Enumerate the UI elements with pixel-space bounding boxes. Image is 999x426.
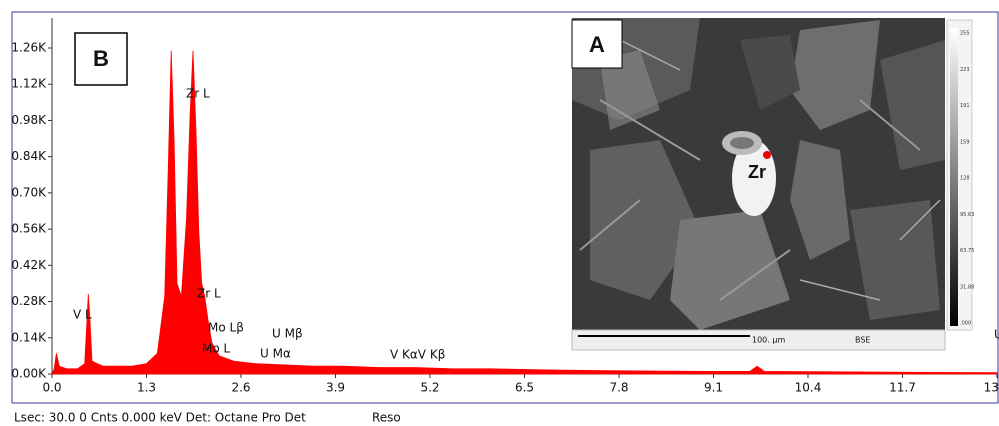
x-tick-label: 5.2 [420,381,439,395]
colorbar-label: .000 [960,321,971,327]
peak-label: Zr L [197,287,221,301]
x-tick-label: 6.5 [515,381,534,395]
y-tick-label: 0.42K [11,258,47,272]
colorbar-label: 159 [960,139,970,145]
x-tick-label: 9.1 [704,381,723,395]
y-tick-label: 0.98K [11,113,47,127]
peak-label: Zr L [186,87,210,101]
y-tick-label: 0.70K [11,185,47,199]
chart: 0.00K 0.14K 0.28K 0.42K 0.56K 0.70K 0.84K 0.98K… [0,0,999,426]
x-tick-label: 11.7 [889,381,916,395]
colorbar [950,28,958,326]
y-tick-label: 0.84K [11,149,47,163]
panel-label: A [589,32,605,57]
peak-label: V KαV Kβ [390,348,445,362]
x-tick-label: 0.0 [42,381,61,395]
y-tick-label: 0.56K [11,222,47,236]
colorbar-label: 255 [960,31,970,37]
footer-text: Lsec: 30.0 0 Cnts 0.000 keV Det: Octane … [14,411,306,425]
y-tick-label: 0.00K [11,367,47,381]
footer-text: Reso [372,411,401,425]
y-tick-label: 1.26K [11,41,47,55]
inset: Zr A 100. µm BSE 255 223 191 159 128 95.63 63.… [572,18,974,350]
x-tick-label: 2.6 [231,381,250,395]
colorbar-label: 128 [960,176,970,182]
colorbar-label: 63.75 [960,248,974,254]
scale-label: 100. µm [752,336,785,345]
peak-label: U [994,328,999,342]
marker [763,151,771,159]
y-tick-label: 1.12K [11,77,47,91]
colorbar-label: 223 [960,67,970,73]
x-tick-label: 7.8 [609,381,628,395]
peak-label: Mo Lβ [208,321,244,335]
peak-label: U Mβ [272,327,303,341]
x-tick-label: 1.3 [137,381,156,395]
detector-label: BSE [855,336,870,345]
panel-label: B [93,46,109,71]
y-tick-label: 0.14K [11,330,47,344]
y-tick-label: 0.28K [11,294,47,308]
colorbar-label: 31.88 [960,284,974,290]
colorbar-label: 95.63 [960,212,974,218]
peak-label: Mo L [202,342,231,356]
x-tick-label: 13.0 [984,381,999,395]
colorbar-label: 191 [960,103,970,109]
peak-label: U Mα [260,347,291,361]
peak-label: V L [73,308,92,322]
x-tick-label: 3.9 [326,381,345,395]
marker-label: Zr [748,162,766,182]
x-tick-label: 10.4 [795,381,822,395]
